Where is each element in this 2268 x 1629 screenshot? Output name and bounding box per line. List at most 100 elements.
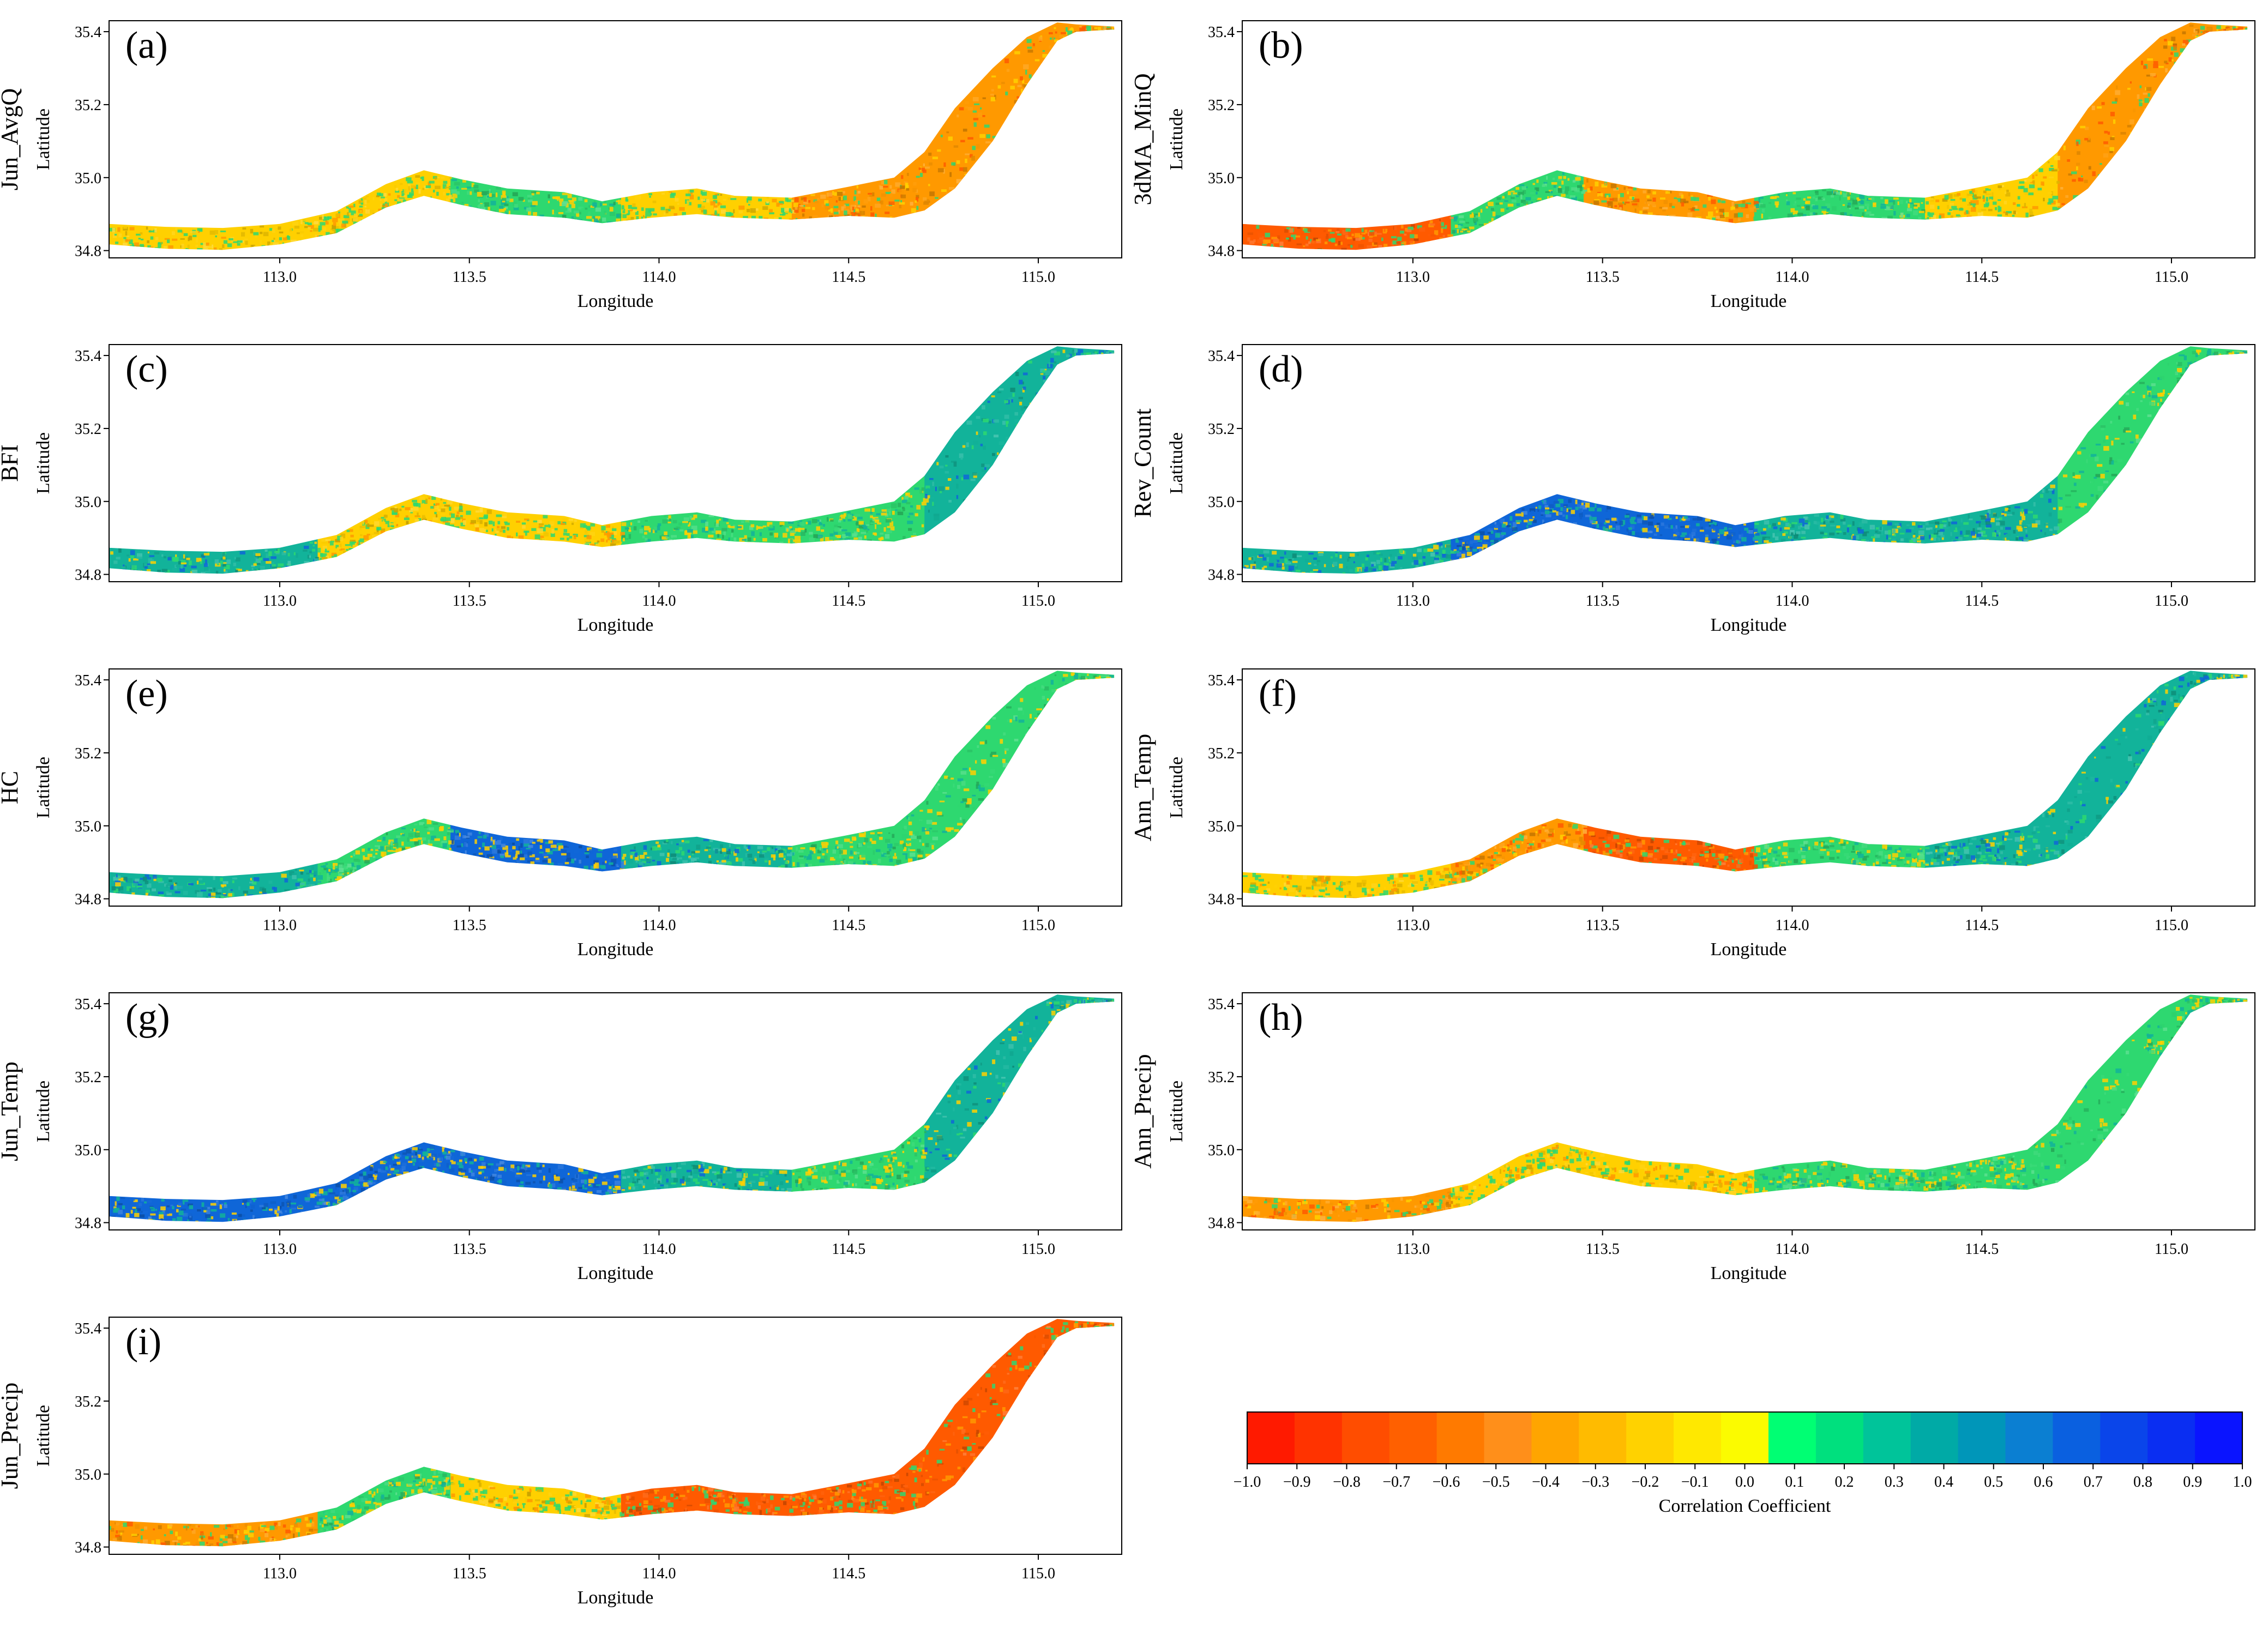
speckle — [1040, 373, 1044, 375]
speckle — [803, 219, 808, 224]
speckle — [1369, 232, 1375, 236]
speckle — [774, 217, 779, 221]
speckle — [964, 175, 971, 180]
speckle — [1521, 508, 1525, 511]
speckle — [1295, 235, 1301, 238]
speckle — [527, 851, 532, 856]
speckle — [1794, 201, 1796, 204]
speckle — [1308, 570, 1310, 573]
speckle — [490, 194, 495, 197]
speckle — [1912, 204, 1917, 207]
speckle — [828, 209, 833, 212]
speckle — [268, 551, 272, 556]
speckle — [299, 870, 304, 872]
speckle — [1019, 379, 1023, 385]
speckle — [147, 240, 149, 244]
speckle — [569, 536, 573, 539]
speckle — [282, 243, 285, 245]
speckle — [652, 200, 657, 203]
speckle — [989, 776, 993, 778]
speckle — [778, 217, 782, 221]
speckle — [395, 848, 401, 853]
speckle — [1476, 553, 1480, 556]
speckle — [776, 538, 781, 540]
speckle — [702, 528, 706, 533]
x-tick-label: 115.0 — [2155, 593, 2188, 610]
speckle — [682, 212, 686, 217]
speckle — [2177, 379, 2180, 383]
speckle — [348, 206, 354, 208]
speckle — [1993, 201, 1997, 205]
speckle — [333, 222, 336, 226]
speckle — [1256, 225, 1260, 229]
speckle — [378, 208, 382, 212]
speckle — [2189, 42, 2192, 47]
speckle — [352, 543, 357, 548]
speckle — [641, 216, 643, 219]
speckle — [1910, 542, 1916, 544]
speckle — [690, 535, 694, 539]
speckle — [2038, 168, 2043, 172]
speckle — [894, 843, 899, 846]
speckle — [1627, 191, 1629, 195]
speckle — [239, 551, 245, 555]
speckle — [1482, 226, 1486, 228]
speckle — [249, 886, 254, 889]
speckle — [448, 201, 452, 203]
speckle — [153, 877, 157, 882]
speckle — [115, 242, 119, 244]
speckle — [2025, 534, 2028, 538]
speckle — [495, 841, 497, 845]
speckle — [1626, 188, 1632, 191]
speckle — [554, 215, 559, 220]
speckle — [1909, 540, 1914, 545]
speckle — [585, 207, 588, 210]
speckle — [1784, 527, 1790, 530]
speckle — [1628, 527, 1632, 530]
speckle — [1467, 547, 1470, 552]
speckle — [881, 511, 887, 514]
speckle — [894, 865, 899, 868]
speckle — [309, 884, 315, 888]
speckle — [839, 540, 843, 542]
speckle — [1591, 190, 1596, 194]
speckle — [1967, 207, 1974, 209]
speckle — [1347, 561, 1352, 564]
speckle — [1601, 200, 1607, 203]
speckle — [809, 216, 812, 219]
speckle — [215, 570, 219, 574]
speckle — [501, 200, 507, 206]
speckle — [321, 540, 327, 544]
speckle — [372, 197, 375, 201]
speckle — [573, 534, 576, 536]
speckle — [1779, 527, 1782, 532]
x-axis-label: Longitude — [577, 939, 654, 960]
speckle — [1500, 208, 1505, 212]
speckle — [539, 214, 544, 219]
speckle — [799, 205, 804, 207]
speckle — [844, 838, 850, 842]
speckle — [206, 887, 213, 889]
speckle — [1252, 565, 1256, 570]
speckle — [178, 561, 182, 565]
speckle — [675, 197, 679, 202]
speckle — [2004, 201, 2007, 204]
speckle — [1446, 545, 1452, 548]
speckle — [1715, 219, 1718, 222]
speckle — [774, 848, 778, 853]
speckle — [916, 176, 920, 178]
speckle — [342, 866, 346, 870]
speckle — [791, 200, 794, 202]
speckle — [273, 238, 275, 240]
speckle — [953, 462, 957, 467]
speckle — [427, 831, 430, 835]
speckle — [1927, 216, 1929, 221]
speckle — [2245, 27, 2248, 30]
speckle — [804, 219, 810, 223]
speckle — [956, 114, 959, 118]
speckle — [175, 882, 177, 884]
speckle — [751, 215, 756, 220]
speckle — [816, 521, 820, 524]
speckle — [1839, 196, 1841, 201]
speckle — [466, 843, 468, 847]
